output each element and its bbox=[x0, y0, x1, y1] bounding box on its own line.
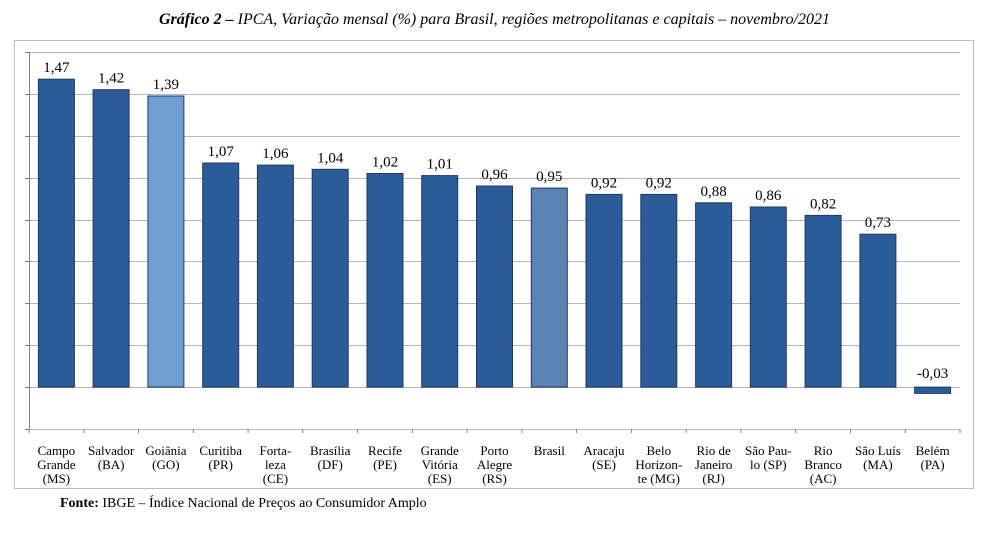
bar bbox=[859, 233, 897, 388]
data-label: 1,39 bbox=[153, 77, 179, 93]
data-label: 0,82 bbox=[810, 196, 836, 212]
data-label: 0,96 bbox=[481, 167, 508, 183]
category-label: Curitiba (PR) bbox=[199, 443, 242, 472]
chart-title: Gráfico 2 – IPCA, Variação mensal (%) pa… bbox=[0, 11, 989, 29]
category-label: Recife (PE) bbox=[368, 443, 402, 472]
source-label: Fonte: bbox=[60, 496, 99, 511]
bar bbox=[256, 164, 294, 388]
category-label: Rio Branco (AC) bbox=[804, 443, 842, 486]
bar bbox=[804, 214, 842, 388]
category-label: Brasil bbox=[534, 443, 565, 458]
category-label: São Luís (MA) bbox=[855, 443, 901, 472]
bar bbox=[914, 386, 952, 394]
category-label: Brasília (DF) bbox=[310, 443, 351, 472]
category-label: Aracaju (SE) bbox=[583, 443, 625, 472]
category-label: Forta-leza (CE) bbox=[260, 443, 292, 486]
bar bbox=[695, 202, 733, 388]
chart-title-text: IPCA, Variação mensal (%) para Brasil, r… bbox=[237, 11, 831, 28]
category-label: Porto Alegre (RS) bbox=[477, 443, 513, 486]
data-label: 1,42 bbox=[98, 71, 124, 87]
bar bbox=[640, 193, 678, 388]
bar bbox=[202, 162, 240, 388]
data-label: 0,88 bbox=[700, 184, 726, 200]
source-text: IBGE – Índice Nacional de Preços ao Cons… bbox=[102, 496, 427, 511]
data-label: 0,73 bbox=[865, 215, 891, 231]
data-label: 1,04 bbox=[317, 150, 344, 166]
bar bbox=[147, 95, 185, 388]
data-label: 1,01 bbox=[427, 157, 453, 173]
category-label: Belo Horizon-te (MG) bbox=[635, 443, 682, 486]
data-label: 1,06 bbox=[262, 146, 289, 162]
source-note: Fonte: IBGE – Índice Nacional de Preços … bbox=[60, 496, 427, 512]
data-label: -0,03 bbox=[917, 366, 948, 382]
bar bbox=[476, 185, 513, 388]
category-label: Grande Vitória (ES) bbox=[421, 443, 459, 486]
bar bbox=[37, 78, 75, 388]
data-label: 0,86 bbox=[755, 188, 782, 204]
bar bbox=[311, 168, 349, 388]
category-label: São Pau-lo (SP) bbox=[745, 443, 792, 472]
bar bbox=[421, 175, 459, 388]
data-label: 0,92 bbox=[591, 175, 617, 191]
category-label: Campo Grande (MS) bbox=[37, 443, 75, 486]
data-label: 1,02 bbox=[372, 155, 398, 171]
data-label: 1,07 bbox=[208, 144, 235, 160]
chart-title-prefix: Gráfico 2 – bbox=[158, 11, 234, 28]
bar bbox=[585, 193, 623, 388]
data-label: 1,47 bbox=[43, 60, 70, 76]
bar bbox=[749, 206, 787, 388]
category-label: Belém (PA) bbox=[916, 443, 950, 472]
bar bbox=[366, 173, 404, 388]
category-label: Salvador (BA) bbox=[88, 443, 135, 472]
bar bbox=[530, 187, 568, 388]
category-label: Goiânia (GO) bbox=[145, 443, 186, 472]
data-label: 0,95 bbox=[536, 169, 562, 185]
bar bbox=[92, 89, 130, 388]
data-label: 0,92 bbox=[646, 175, 672, 191]
category-label: Rio de Janeiro (RJ) bbox=[695, 443, 733, 486]
